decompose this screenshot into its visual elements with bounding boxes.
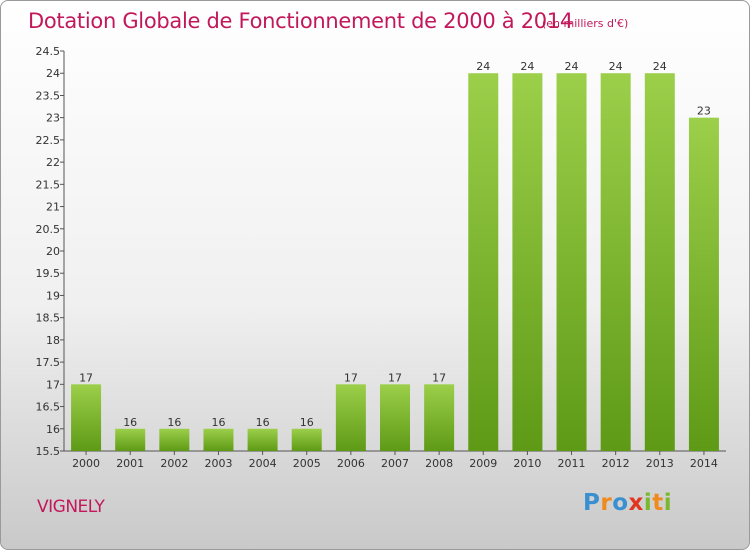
x-tick-label: 2012: [602, 457, 630, 470]
commune-name: VIGNELY: [37, 497, 105, 517]
bar: [71, 384, 102, 451]
bar: [380, 384, 410, 451]
y-tick-label: 16.5: [36, 401, 61, 414]
y-tick-label: 24.5: [36, 45, 61, 58]
data-label: 16: [256, 416, 270, 429]
y-tick-label: 24: [46, 67, 60, 80]
x-tick-label: 2001: [116, 457, 144, 470]
x-tick-label: 2003: [204, 457, 232, 470]
bar: [512, 73, 543, 451]
data-label: 16: [300, 416, 314, 429]
y-tick-label: 20.5: [36, 223, 61, 236]
y-tick-label: 23.5: [36, 89, 61, 102]
data-label: 24: [476, 60, 490, 73]
y-tick-label: 18.5: [36, 312, 61, 325]
y-tick-label: 22: [46, 156, 60, 169]
y-tick-label: 17.5: [36, 356, 61, 369]
data-label: 17: [388, 371, 402, 384]
data-label: 24: [609, 60, 623, 73]
y-tick-label: 23: [46, 112, 60, 125]
y-tick-label: 19.5: [36, 267, 61, 280]
bar: [644, 73, 675, 451]
y-tick-label: 16: [46, 423, 60, 436]
data-label: 16: [167, 416, 181, 429]
x-tick-label: 2007: [381, 457, 409, 470]
y-tick-label: 22.5: [36, 134, 61, 147]
data-label: 17: [432, 371, 446, 384]
x-tick-label: 2009: [469, 457, 497, 470]
y-tick-label: 20: [46, 245, 60, 258]
bar: [600, 73, 631, 451]
x-tick-label: 2010: [513, 457, 541, 470]
x-tick-label: 2005: [293, 457, 321, 470]
data-label: 17: [344, 371, 358, 384]
x-tick-label: 2013: [646, 457, 674, 470]
y-tick-label: 19: [46, 289, 60, 302]
x-tick-label: 2014: [690, 457, 718, 470]
y-tick-label: 17: [46, 378, 60, 391]
bar: [335, 384, 366, 451]
x-tick-label: 2006: [337, 457, 365, 470]
x-tick-label: 2002: [160, 457, 188, 470]
bar: [291, 428, 322, 451]
y-tick-label: 21.5: [36, 178, 61, 191]
bar: [115, 428, 146, 451]
data-label: 24: [520, 60, 534, 73]
proxiti-logo: Proxiti: [583, 490, 673, 516]
bar: [203, 428, 234, 451]
bar: [159, 428, 190, 451]
bar: [556, 73, 587, 451]
y-tick-label: 21: [46, 201, 60, 214]
bar: [688, 117, 719, 452]
data-label: 23: [697, 105, 711, 118]
bar: [424, 384, 455, 451]
data-label: 17: [79, 371, 93, 384]
x-tick-label: 2011: [558, 457, 586, 470]
data-label: 16: [211, 416, 225, 429]
x-tick-label: 2000: [72, 457, 100, 470]
chart-title: Dotation Globale de Fonctionnement de 20…: [28, 9, 573, 33]
chart-unit: (en milliers d'€): [542, 17, 629, 30]
x-tick-label: 2008: [425, 457, 453, 470]
data-label: 16: [123, 416, 137, 429]
data-label: 24: [565, 60, 579, 73]
y-tick-label: 18: [46, 334, 60, 347]
data-label: 24: [653, 60, 667, 73]
bar: [468, 73, 499, 451]
y-tick-label: 15.5: [36, 445, 61, 458]
bar: [247, 428, 278, 451]
x-tick-label: 2004: [249, 457, 277, 470]
